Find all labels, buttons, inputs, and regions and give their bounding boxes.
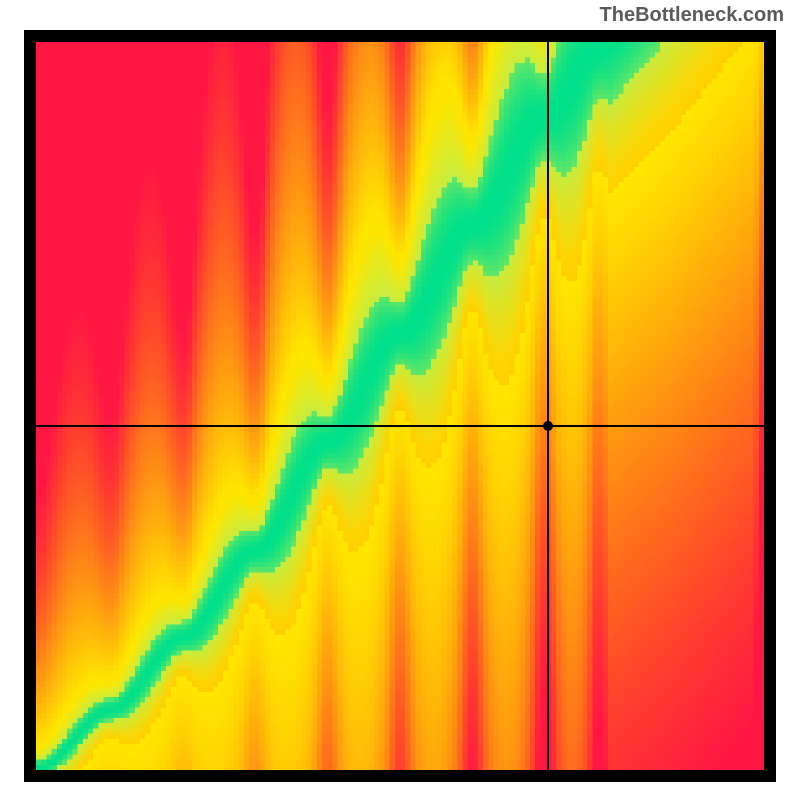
- watermark-text: TheBottleneck.com: [600, 4, 784, 27]
- crosshair-horizontal: [36, 425, 764, 427]
- crosshair-marker: [542, 420, 554, 432]
- plot-border: [24, 30, 776, 782]
- chart-container: TheBottleneck.com: [0, 0, 800, 800]
- crosshair-vertical: [547, 42, 549, 770]
